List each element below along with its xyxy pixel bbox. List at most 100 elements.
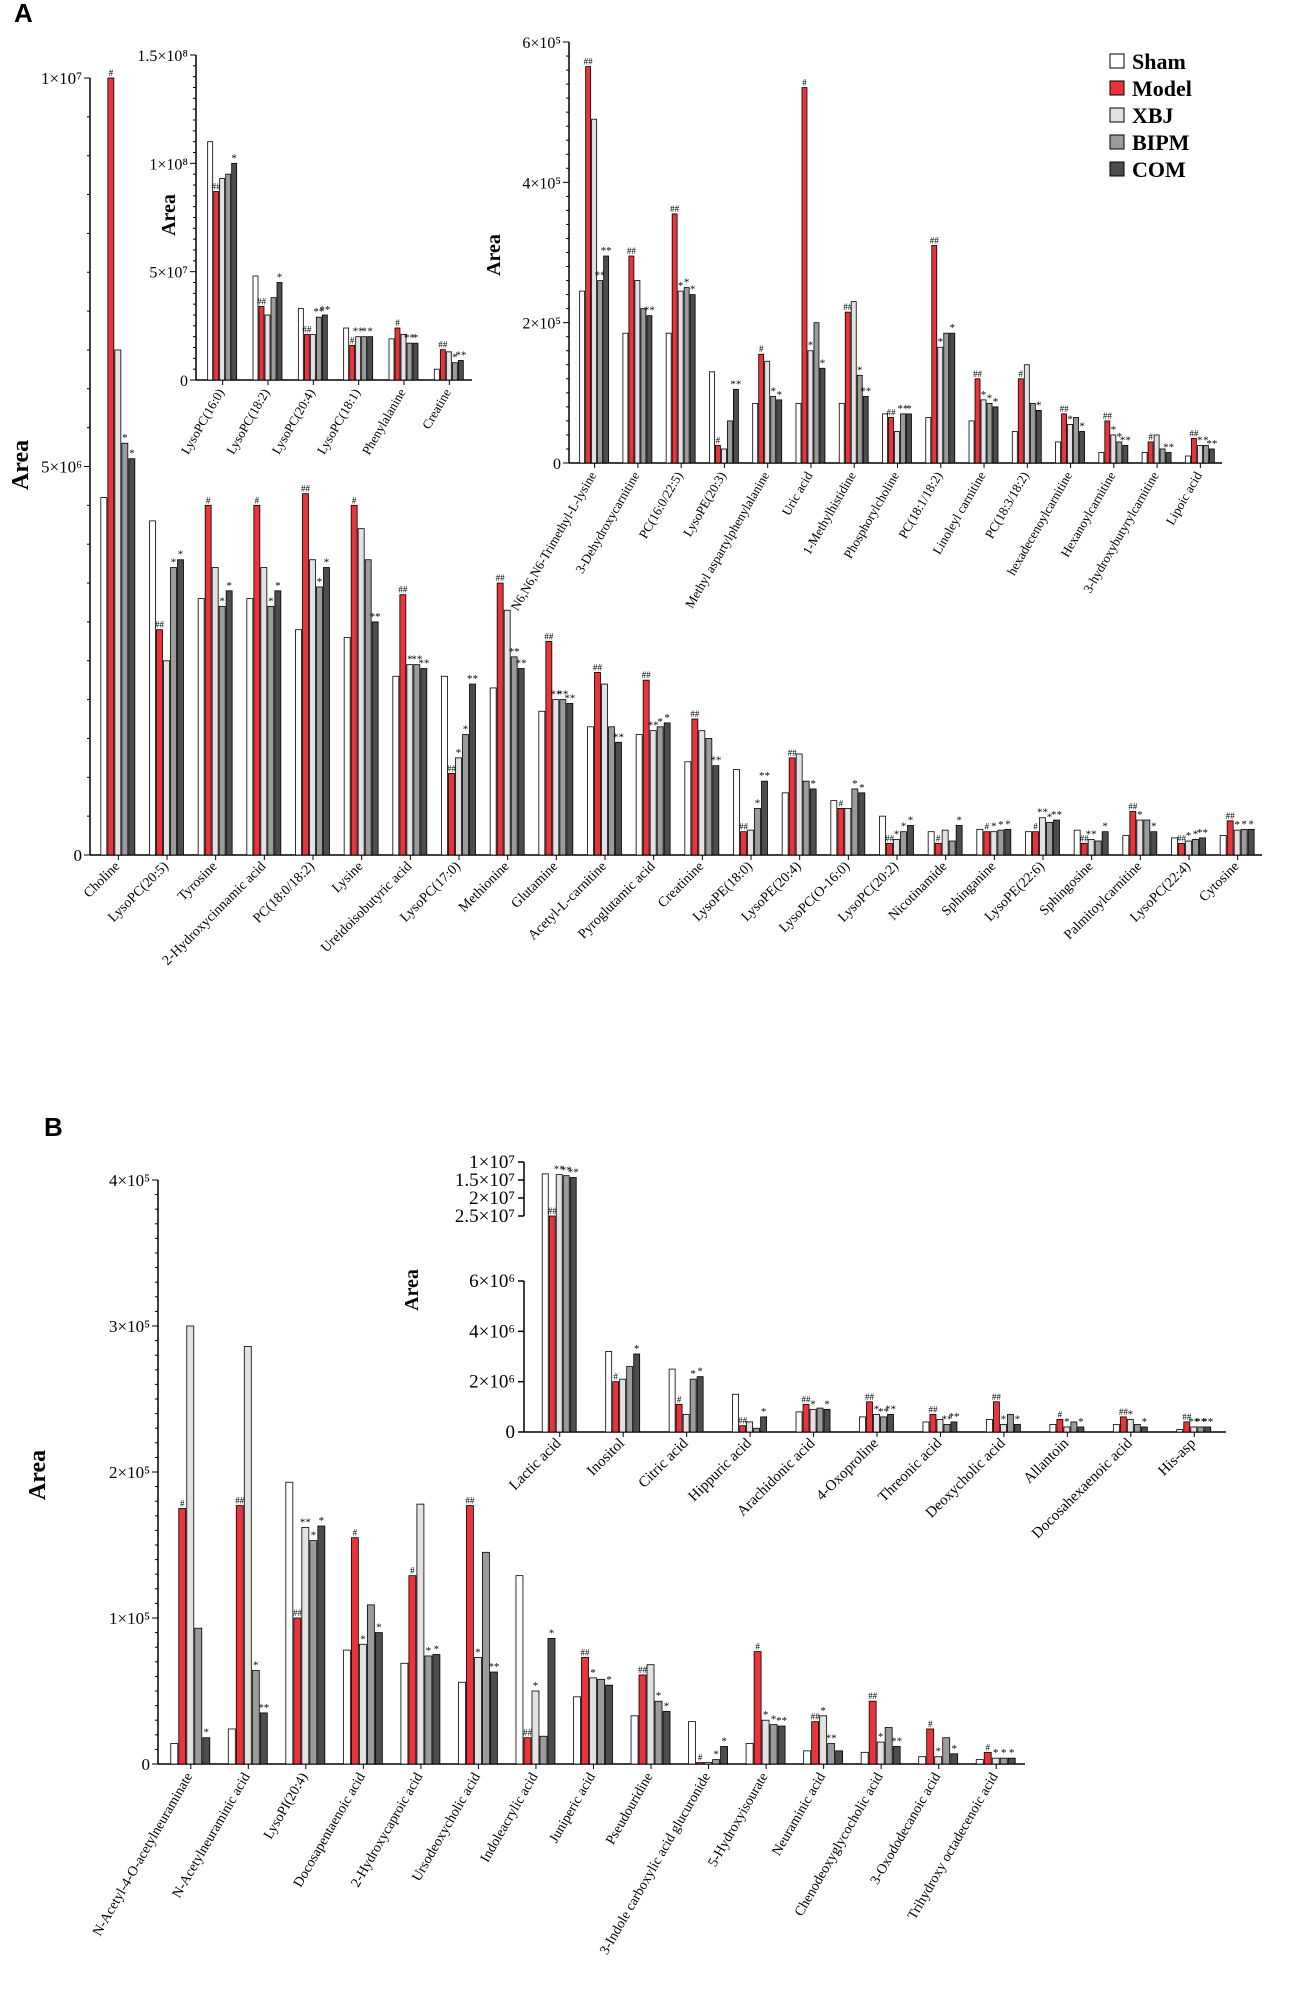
bar-sham [732,1393,739,1433]
significance-mark: ## [438,340,448,350]
bar-model [866,1401,873,1433]
bar-sham [986,1419,993,1433]
bar-sham [1055,441,1061,464]
bar-xbj [809,1408,817,1433]
legend-swatch-bipm [1109,134,1125,150]
significance-mark: ## [212,182,222,192]
significance-mark: * [231,152,237,164]
significance-mark: ## [293,1608,303,1618]
bar-com [615,741,622,856]
legend-swatch-model [1109,80,1125,96]
significance-mark: * [463,724,469,736]
y-axis-label: Area [25,1450,51,1500]
bar-xbj [114,349,122,856]
bar-model [1032,831,1039,856]
bar-bipm [597,280,604,464]
significance-mark: # [677,1394,682,1404]
significance-mark: ** [613,731,624,743]
significance-mark: * [1241,818,1247,830]
significance-mark: ** [710,755,721,767]
y-tick-label: 0 [553,456,561,473]
bar-com [517,668,525,856]
bar-bipm [510,656,518,856]
significance-mark: ** [554,1164,565,1176]
bar-sham [441,675,448,856]
x-tick-label: Tyrosine [175,859,220,904]
significance-mark: # [839,798,844,808]
y-tick-label: 2×10⁷ [469,1188,515,1209]
bar-com [1208,448,1215,464]
significance-mark: * [981,389,987,401]
significance-mark: # [928,1719,933,1729]
bar-model [1147,441,1154,464]
significance-mark: * [852,778,858,790]
significance-mark: * [456,747,462,759]
x-tick-label: Methionine [456,859,512,915]
significance-mark: * [590,1667,596,1679]
significance-mark: # [109,68,114,78]
bar-com [323,567,330,856]
bar-model [788,757,796,856]
bar-xbj [937,346,944,464]
significance-mark: * [1248,818,1254,830]
bar-sham [918,1756,927,1765]
bar-xbj [1063,1426,1071,1433]
bar-sham [859,1416,866,1433]
bar-xbj [219,178,226,381]
significance-mark: * [1111,424,1117,436]
bar-com [1007,1757,1016,1765]
bar-com [1079,431,1085,464]
bar-com [566,703,574,856]
significance-mark: ** [568,1166,579,1178]
significance-mark: * [219,595,225,607]
bar-xbj [1185,840,1192,856]
bar-bipm [656,726,664,856]
x-tick-label: 3-Indole carboxylic acid glucuronide [597,1771,714,1958]
significance-mark: * [1064,1416,1070,1428]
bar-bipm [194,1627,203,1765]
bar-com [1199,837,1206,856]
significance-mark: * [533,1680,539,1692]
bar-bipm [539,1735,548,1765]
y-tick-label: 1×10⁷ [41,69,82,88]
significance-mark: # [936,833,941,843]
x-tick-label: Juniperic acid [547,1771,599,1846]
legend-swatch-sham [1109,53,1125,69]
x-tick-label: 3-hydroxybutyrylcarnitine [1080,469,1162,596]
bar-xbj [358,1643,367,1765]
significance-mark: ## [887,407,897,417]
bar-model [581,1657,589,1765]
x-tick-label: LysoPC(20:4) [268,386,317,457]
bar-sham [1141,452,1148,464]
bar-sham [297,308,304,381]
bar-com [1014,1424,1021,1433]
significance-mark: * [1009,1747,1015,1759]
y-tick-label: 4×10⁵ [522,175,561,192]
significance-mark: * [771,1714,777,1726]
y-tick-label: 2.5×10⁷ [455,1206,515,1227]
significance-mark: ## [928,1404,938,1414]
x-tick-label: LysoPC(18:2) [223,386,272,457]
bar-com [949,332,956,464]
bar-model [156,629,163,856]
bar-com [276,282,283,381]
significance-mark: # [1058,1409,1063,1419]
significance-mark: * [824,1398,830,1410]
x-tick-label: Methyl aspartylphenylalanine [682,469,773,611]
significance-mark: ## [301,484,311,494]
bar-bipm [413,664,421,856]
bar-model [204,504,212,856]
bar-com [819,367,826,464]
bar-model [448,773,455,856]
significance-mark: * [319,1515,325,1527]
significance-mark: * [1067,413,1073,425]
significance-mark: ** [550,689,561,701]
significance-mark: * [938,336,944,348]
significance-mark: ## [302,325,312,335]
bar-bipm [816,1407,824,1433]
bar-sham [688,1721,696,1765]
bar-xbj [211,567,219,856]
significance-mark: * [906,403,912,415]
bar-sham [830,800,838,856]
